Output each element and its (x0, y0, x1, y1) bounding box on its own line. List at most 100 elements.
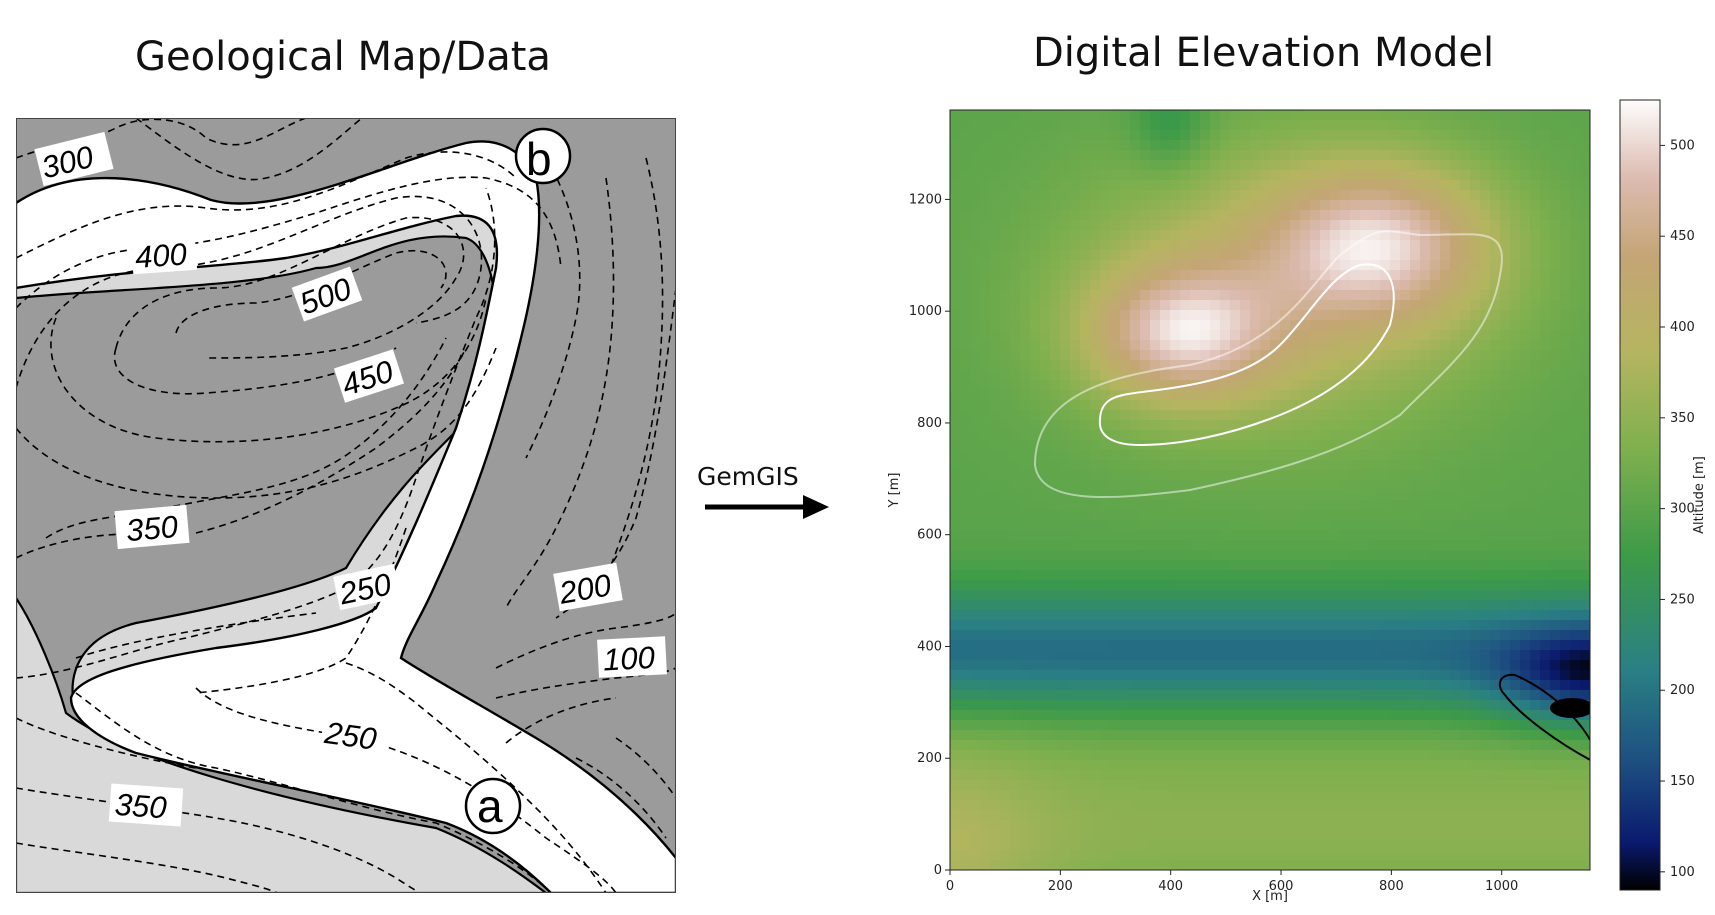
heatmap-cell (1000, 630, 1011, 641)
heatmap-cell (1230, 860, 1241, 870)
heatmap-cell (1300, 780, 1311, 791)
heatmap-cell (1190, 770, 1201, 781)
heatmap-cell (1370, 520, 1381, 531)
heatmap-cell (980, 800, 991, 811)
heatmap-cell (1140, 110, 1151, 121)
heatmap-cell (1250, 270, 1261, 281)
heatmap-cell (1120, 440, 1131, 451)
heatmap-cell (1240, 480, 1251, 491)
heatmap-cell (1260, 790, 1271, 801)
heatmap-cell (1490, 410, 1501, 421)
heatmap-cell (950, 200, 961, 211)
heatmap-cell (1570, 520, 1581, 531)
heatmap-cell (1210, 600, 1221, 611)
heatmap-cell (1020, 270, 1031, 281)
heatmap-cell (1260, 420, 1271, 431)
heatmap-cell (1500, 300, 1511, 311)
heatmap-cell (1170, 110, 1181, 121)
heatmap-cell (1480, 130, 1491, 141)
heatmap-cell (1260, 300, 1271, 311)
heatmap-cell (1330, 430, 1341, 441)
heatmap-cell (1390, 210, 1401, 221)
heatmap-cell (1090, 630, 1101, 641)
heatmap-cell (1190, 680, 1201, 691)
heatmap-cell (1550, 360, 1561, 371)
heatmap-cell (1370, 830, 1381, 841)
heatmap-cell (1580, 470, 1590, 481)
heatmap-cell (1420, 810, 1431, 821)
heatmap-cell (1220, 180, 1231, 191)
heatmap-cell (1530, 740, 1541, 751)
heatmap-cell (1400, 810, 1411, 821)
heatmap-cell (1270, 180, 1281, 191)
heatmap-cell (1500, 540, 1511, 551)
heatmap-cell (1150, 510, 1161, 521)
heatmap-cell (980, 170, 991, 181)
heatmap-cell (1260, 650, 1271, 661)
heatmap-cell (1480, 530, 1491, 541)
heatmap-cell (1450, 570, 1461, 581)
heatmap-cell (1490, 840, 1501, 851)
heatmap-cell (1310, 160, 1321, 171)
heatmap-cell (1230, 150, 1241, 161)
heatmap-cell (1070, 820, 1081, 831)
heatmap-cell (1080, 110, 1091, 121)
heatmap-cell (1330, 370, 1341, 381)
heatmap-cell (1030, 370, 1041, 381)
heatmap-cell (1070, 250, 1081, 261)
heatmap-cell (1520, 410, 1531, 421)
heatmap-cell (1350, 370, 1361, 381)
heatmap-cell (1540, 660, 1551, 671)
heatmap-cell (1160, 610, 1171, 621)
heatmap-cell (1150, 630, 1161, 641)
heatmap-cell (1210, 560, 1221, 571)
heatmap-cell (1110, 390, 1121, 401)
heatmap-cell (1350, 270, 1361, 281)
heatmap-cell (1430, 300, 1441, 311)
heatmap-cell (960, 610, 971, 621)
heatmap-cell (1540, 780, 1551, 791)
heatmap-cell (1200, 450, 1211, 461)
heatmap-cell (1490, 520, 1501, 531)
heatmap-cell (1100, 300, 1111, 311)
heatmap-cell (1210, 750, 1221, 761)
heatmap-cell (950, 490, 961, 501)
heatmap-cell (1560, 500, 1571, 511)
heatmap-cell (1150, 810, 1161, 821)
heatmap-cell (1450, 150, 1461, 161)
heatmap-cell (1520, 510, 1531, 521)
heatmap-cell (1280, 420, 1291, 431)
heatmap-cell (1550, 640, 1561, 651)
heatmap-cell (1530, 380, 1541, 391)
heatmap-cell (1400, 220, 1411, 231)
heatmap-cell (1540, 690, 1551, 701)
heatmap-cell (1120, 550, 1131, 561)
heatmap-cell (1210, 850, 1221, 861)
heatmap-cell (1160, 790, 1171, 801)
heatmap-cell (960, 300, 971, 311)
heatmap-cell (1490, 700, 1501, 711)
heatmap-cell (1080, 400, 1091, 411)
heatmap-cell (960, 820, 971, 831)
heatmap-cell (1330, 730, 1341, 741)
heatmap-cell (1150, 140, 1161, 151)
heatmap-cell (1390, 160, 1401, 171)
heatmap-cell (1510, 440, 1521, 451)
heatmap-cell (1350, 490, 1361, 501)
heatmap-cell (1000, 770, 1011, 781)
heatmap-cell (1200, 200, 1211, 211)
heatmap-cell (1290, 600, 1301, 611)
heatmap-cell (1480, 480, 1491, 491)
heatmap-cell (1310, 190, 1321, 201)
heatmap-cell (1310, 130, 1321, 141)
heatmap-cell (1320, 410, 1331, 421)
heatmap-cell (1570, 560, 1581, 571)
heatmap-cell (1140, 690, 1151, 701)
heatmap-cell (1250, 850, 1261, 861)
heatmap-cell (1550, 410, 1561, 421)
heatmap-cell (1030, 530, 1041, 541)
heatmap-cell (950, 790, 961, 801)
heatmap-cell (1120, 180, 1131, 191)
heatmap-cell (1570, 620, 1581, 631)
heatmap-cell (1540, 380, 1551, 391)
